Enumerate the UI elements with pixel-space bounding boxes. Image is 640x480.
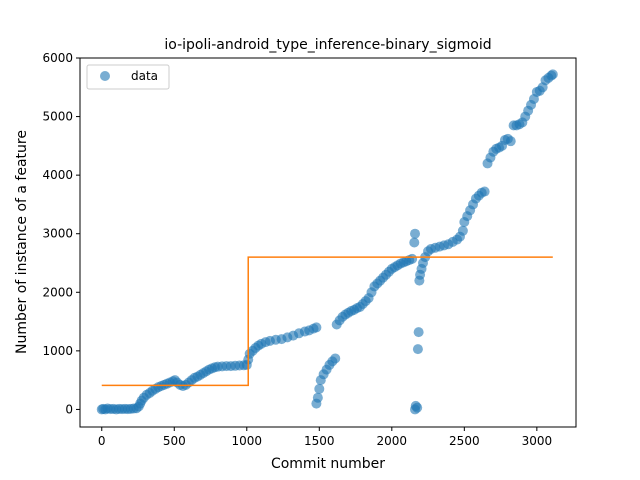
data-point (412, 344, 423, 355)
y-axis-label: Number of instance of a feature (14, 130, 30, 354)
y-tick-label: 2000 (42, 285, 73, 299)
x-tick-label: 1000 (232, 434, 263, 448)
x-tick-label: 1500 (304, 434, 335, 448)
y-tick-label: 1000 (42, 344, 73, 358)
x-tick-label: 0 (98, 434, 106, 448)
y-tick-label: 6000 (42, 51, 73, 65)
legend-marker-data (100, 71, 110, 81)
y-tick-label: 5000 (42, 110, 73, 124)
y-tick-label: 4000 (42, 168, 73, 182)
y-tick-label: 0 (65, 402, 73, 416)
chart-title: io-ipoli-android_type_inference-binary_s… (164, 37, 491, 53)
x-tick-label: 500 (163, 434, 186, 448)
data-point (409, 237, 420, 248)
data-point (311, 322, 322, 333)
legend: data (86, 64, 170, 90)
x-tick-label: 3000 (522, 434, 553, 448)
data-point (410, 228, 421, 239)
legend-label-data: data (131, 69, 158, 83)
data-point (412, 402, 423, 413)
axes-frame (79, 57, 577, 428)
plot-area (96, 69, 558, 415)
data-point (505, 136, 516, 147)
data-point (407, 253, 418, 264)
data-point (330, 353, 341, 364)
data-point (547, 69, 558, 80)
x-axis: 0 500 1000 1500 2000 2500 3000 (98, 427, 552, 448)
data-point (314, 383, 325, 394)
x-axis-label: Commit number (271, 456, 385, 472)
data-point (312, 392, 323, 403)
x-tick-label: 2000 (377, 434, 408, 448)
x-tick-label: 2500 (449, 434, 480, 448)
y-tick-label: 3000 (42, 227, 73, 241)
y-axis: 0 1000 2000 3000 4000 5000 6000 (42, 51, 80, 416)
data-point (457, 225, 468, 236)
data-point (479, 186, 490, 197)
legend-box (86, 64, 170, 90)
data-point (413, 327, 424, 338)
fit-step-line (101, 256, 553, 387)
